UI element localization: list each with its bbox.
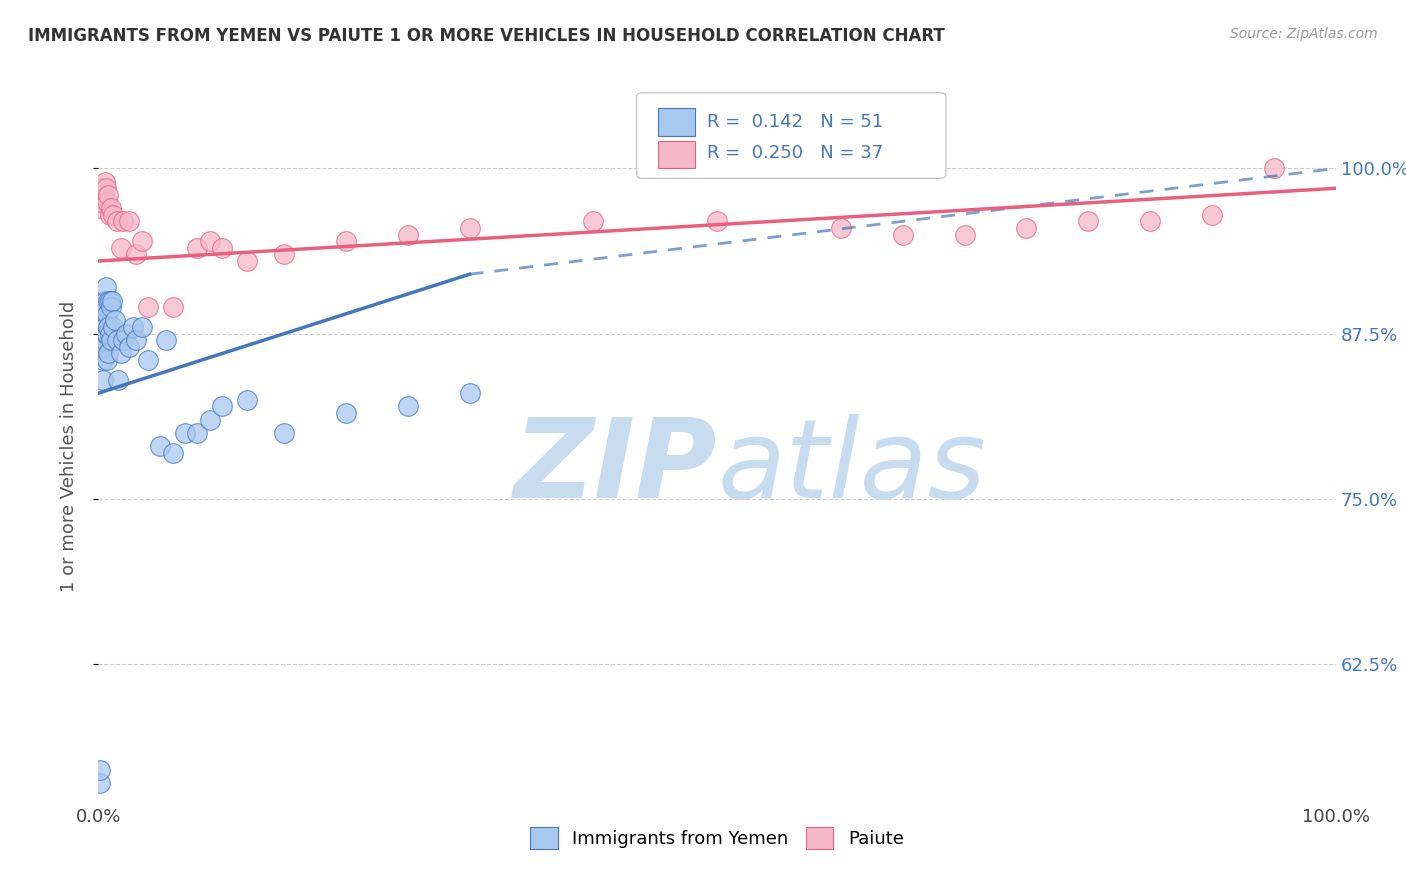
Point bbox=[458, 221, 481, 235]
Point bbox=[98, 208, 121, 222]
Point bbox=[124, 247, 146, 261]
Point bbox=[582, 214, 605, 228]
Point bbox=[211, 241, 233, 255]
Point bbox=[100, 333, 122, 347]
Point bbox=[97, 346, 120, 360]
Point bbox=[273, 247, 295, 261]
Point bbox=[198, 412, 221, 426]
Point bbox=[96, 307, 118, 321]
Point bbox=[112, 333, 135, 347]
Point bbox=[236, 392, 259, 407]
Point bbox=[273, 425, 295, 440]
Point bbox=[1201, 208, 1223, 222]
Point bbox=[162, 445, 184, 459]
Point bbox=[91, 333, 114, 347]
Point bbox=[89, 201, 111, 215]
Point bbox=[90, 320, 112, 334]
Point bbox=[93, 320, 115, 334]
Point bbox=[118, 214, 141, 228]
Point bbox=[174, 425, 197, 440]
Point bbox=[155, 333, 177, 347]
Point bbox=[91, 300, 114, 314]
Point bbox=[94, 280, 117, 294]
Y-axis label: 1 or more Vehicles in Household: 1 or more Vehicles in Household bbox=[59, 301, 77, 591]
Point bbox=[131, 320, 153, 334]
Point bbox=[96, 194, 118, 209]
Point bbox=[90, 194, 112, 209]
Text: R =  0.142   N = 51: R = 0.142 N = 51 bbox=[707, 113, 883, 131]
Point bbox=[98, 326, 121, 341]
Point bbox=[131, 234, 153, 248]
Point bbox=[236, 254, 259, 268]
Point bbox=[107, 373, 129, 387]
Point bbox=[93, 353, 115, 368]
Point bbox=[96, 353, 118, 368]
Point bbox=[211, 400, 233, 414]
Point bbox=[91, 181, 114, 195]
Point bbox=[100, 201, 122, 215]
Point bbox=[186, 425, 208, 440]
Point bbox=[96, 326, 118, 341]
Point bbox=[136, 300, 159, 314]
Point bbox=[89, 763, 111, 777]
Point bbox=[112, 214, 135, 228]
Point bbox=[198, 234, 221, 248]
Point bbox=[94, 181, 117, 195]
Legend: Immigrants from Yemen, Paiute: Immigrants from Yemen, Paiute bbox=[522, 818, 912, 858]
Point bbox=[830, 221, 852, 235]
Point bbox=[94, 300, 117, 314]
Point bbox=[105, 333, 128, 347]
Text: IMMIGRANTS FROM YEMEN VS PAIUTE 1 OR MORE VEHICLES IN HOUSEHOLD CORRELATION CHAR: IMMIGRANTS FROM YEMEN VS PAIUTE 1 OR MOR… bbox=[28, 27, 945, 45]
Point bbox=[953, 227, 976, 242]
Point bbox=[103, 313, 125, 327]
Point bbox=[93, 188, 115, 202]
Point bbox=[1077, 214, 1099, 228]
Point bbox=[105, 214, 128, 228]
Point bbox=[93, 175, 115, 189]
Point bbox=[101, 293, 124, 308]
Point bbox=[396, 400, 419, 414]
Point bbox=[118, 340, 141, 354]
Point bbox=[1263, 161, 1285, 176]
Point bbox=[93, 340, 115, 354]
Point bbox=[122, 320, 145, 334]
Point bbox=[94, 326, 117, 341]
Text: Source: ZipAtlas.com: Source: ZipAtlas.com bbox=[1230, 27, 1378, 41]
Point bbox=[891, 227, 914, 242]
Point bbox=[335, 406, 357, 420]
Point bbox=[335, 234, 357, 248]
Point bbox=[186, 241, 208, 255]
Point bbox=[93, 293, 115, 308]
Point bbox=[136, 353, 159, 368]
FancyBboxPatch shape bbox=[658, 141, 695, 168]
Point bbox=[114, 326, 136, 341]
Text: ZIP: ZIP bbox=[513, 414, 717, 521]
Point bbox=[93, 373, 115, 387]
Point bbox=[98, 293, 121, 308]
Point bbox=[1139, 214, 1161, 228]
Point bbox=[97, 320, 120, 334]
Point bbox=[1015, 221, 1038, 235]
Text: R =  0.250   N = 37: R = 0.250 N = 37 bbox=[707, 145, 883, 162]
Text: atlas: atlas bbox=[717, 414, 986, 521]
Point bbox=[103, 320, 125, 334]
Point bbox=[149, 439, 172, 453]
Point bbox=[162, 300, 184, 314]
Point bbox=[97, 188, 120, 202]
Point bbox=[93, 333, 115, 347]
Point bbox=[90, 333, 112, 347]
Point bbox=[396, 227, 419, 242]
Point bbox=[91, 313, 114, 327]
Point bbox=[124, 333, 146, 347]
Point bbox=[100, 300, 122, 314]
Point bbox=[110, 241, 132, 255]
Point bbox=[110, 346, 132, 360]
Point bbox=[706, 214, 728, 228]
Point bbox=[97, 293, 120, 308]
Point bbox=[89, 776, 111, 790]
Point bbox=[458, 386, 481, 401]
Point bbox=[103, 208, 125, 222]
FancyBboxPatch shape bbox=[658, 109, 695, 136]
FancyBboxPatch shape bbox=[637, 93, 946, 178]
